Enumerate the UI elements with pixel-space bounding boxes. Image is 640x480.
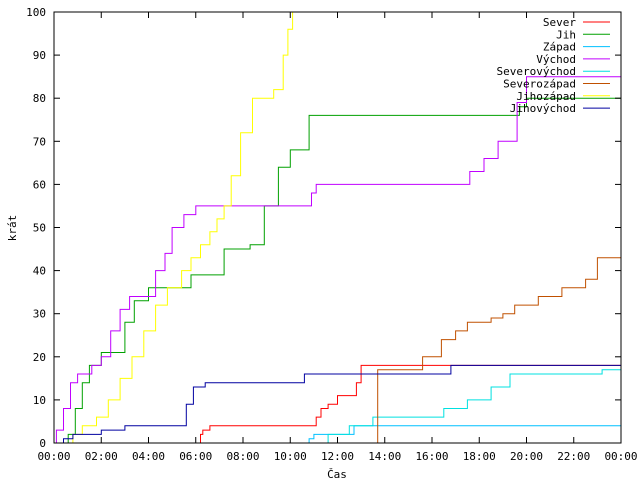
x-tick-label: 02:00 — [85, 450, 118, 463]
x-tick-label: 06:00 — [179, 450, 212, 463]
y-tick-label: 80 — [33, 92, 46, 105]
series-line-4 — [54, 63, 622, 444]
x-tick-label: 04:00 — [132, 450, 165, 463]
legend-label-4: Východ — [536, 53, 576, 66]
legend-label-8: Jihovýchod — [510, 102, 576, 115]
y-tick-label: 40 — [33, 265, 46, 278]
x-tick-label: 00:00 — [37, 450, 70, 463]
y-tick-label: 0 — [39, 437, 46, 450]
y-tick-label: 30 — [33, 308, 46, 321]
legend-label-2: Jih — [556, 28, 576, 41]
x-tick-label: 12:00 — [321, 450, 354, 463]
y-tick-label: 100 — [26, 6, 46, 19]
legend-label-5: Severovýchod — [497, 65, 576, 78]
series-line-2 — [54, 97, 621, 444]
y-tick-label: 10 — [33, 394, 46, 407]
x-tick-label: 00:00 — [604, 450, 637, 463]
x-tick-label: 20:00 — [510, 450, 543, 463]
x-tick-label: 08:00 — [226, 450, 259, 463]
x-axis-title: Čas — [327, 468, 347, 480]
legend-label-1: Sever — [543, 16, 576, 29]
series-line-7 — [54, 12, 294, 444]
y-tick-label: 70 — [33, 135, 46, 148]
legend-label-7: Jihozápad — [516, 90, 576, 103]
legend-label-6: Severozápad — [503, 78, 576, 91]
y-tick-label: 60 — [33, 178, 46, 191]
x-tick-label: 10:00 — [274, 450, 307, 463]
y-tick-label: 90 — [33, 49, 46, 62]
series-line-8 — [54, 364, 621, 444]
y-axis-title: krát — [6, 215, 19, 242]
legend: SeverJihZápadVýchodSeverovýchodSeverozáp… — [497, 16, 610, 115]
legend-label-3: Západ — [543, 41, 576, 54]
x-tick-label: 14:00 — [368, 450, 401, 463]
series-line-6 — [54, 253, 622, 444]
x-tick-label: 18:00 — [463, 450, 496, 463]
series-line-1 — [54, 364, 621, 444]
y-tick-label: 50 — [33, 222, 46, 235]
x-axis: 00:00 02:00 04:00 06:00 08:00 10:00 12:00 14:00… — [37, 12, 638, 463]
x-tick-label: 22:00 — [557, 450, 590, 463]
y-axis: 0 10 20 30 40 50 60 70 80 90 100 — [26, 6, 621, 450]
series-line-5 — [54, 365, 622, 444]
y-tick-label: 20 — [33, 351, 46, 364]
x-tick-label: 16:00 — [415, 450, 448, 463]
